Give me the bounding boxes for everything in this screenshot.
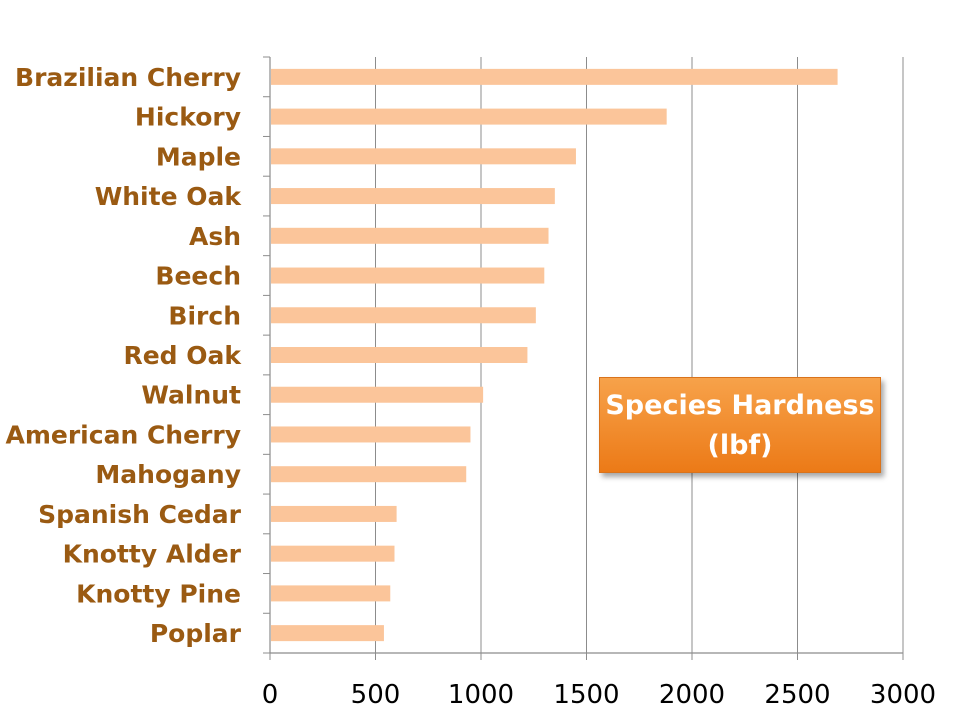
category-label: Knotty Alder — [63, 540, 242, 569]
category-label: Knotty Pine — [76, 579, 241, 608]
x-tick-labels: 0 500 1000 1500 2000 2500 3000 — [262, 680, 936, 710]
chart-annotation-box: Species Hardness (lbf) — [599, 377, 881, 473]
category-label: Walnut — [141, 381, 241, 410]
category-label: Maple — [156, 142, 241, 171]
category-label: White Oak — [95, 182, 243, 211]
category-label: Mahogany — [95, 460, 241, 489]
category-label: Hickory — [135, 103, 241, 132]
bar-maple — [271, 148, 576, 165]
bar-red-oak — [271, 347, 528, 363]
bar-hickory — [271, 108, 667, 125]
category-label: Beech — [155, 262, 241, 291]
x-tick-label: 2000 — [659, 680, 725, 710]
x-tick-label: 3000 — [870, 680, 936, 710]
bar-beech — [271, 267, 545, 284]
bar-ash — [271, 227, 549, 244]
category-label: Spanish Cedar — [38, 500, 242, 529]
annotation-line-2: (lbf) — [707, 430, 773, 461]
x-tick-label: 1000 — [448, 680, 514, 710]
bar-walnut — [271, 386, 484, 403]
bar-knotty-alder — [271, 545, 395, 562]
category-labels: Brazilian Cherry Hickory Maple White Oak Ash… — [6, 63, 243, 648]
category-label: Brazilian Cherry — [15, 63, 241, 92]
bar-birch — [271, 307, 536, 324]
category-label: Poplar — [150, 619, 242, 648]
bars — [271, 68, 838, 642]
axes — [263, 56, 904, 660]
category-label: Birch — [168, 301, 241, 330]
annotation-line-1: Species Hardness — [605, 390, 875, 421]
bar-american-cherry — [271, 426, 471, 443]
bar-spanish-cedar — [271, 505, 397, 522]
x-tick-label: 1500 — [553, 680, 619, 710]
category-label: Red Oak — [123, 341, 242, 370]
x-tick-label: 500 — [351, 680, 401, 710]
x-tick-label: 0 — [262, 680, 279, 710]
bar-brazilian-cherry — [271, 68, 838, 85]
category-label: Ash — [189, 222, 241, 251]
x-tick-label: 2500 — [764, 680, 830, 710]
bar-poplar — [271, 625, 384, 642]
bar-knotty-pine — [271, 585, 391, 602]
bar-mahogany — [271, 466, 467, 483]
bar-white-oak — [271, 188, 555, 205]
category-label: American Cherry — [6, 420, 242, 449]
